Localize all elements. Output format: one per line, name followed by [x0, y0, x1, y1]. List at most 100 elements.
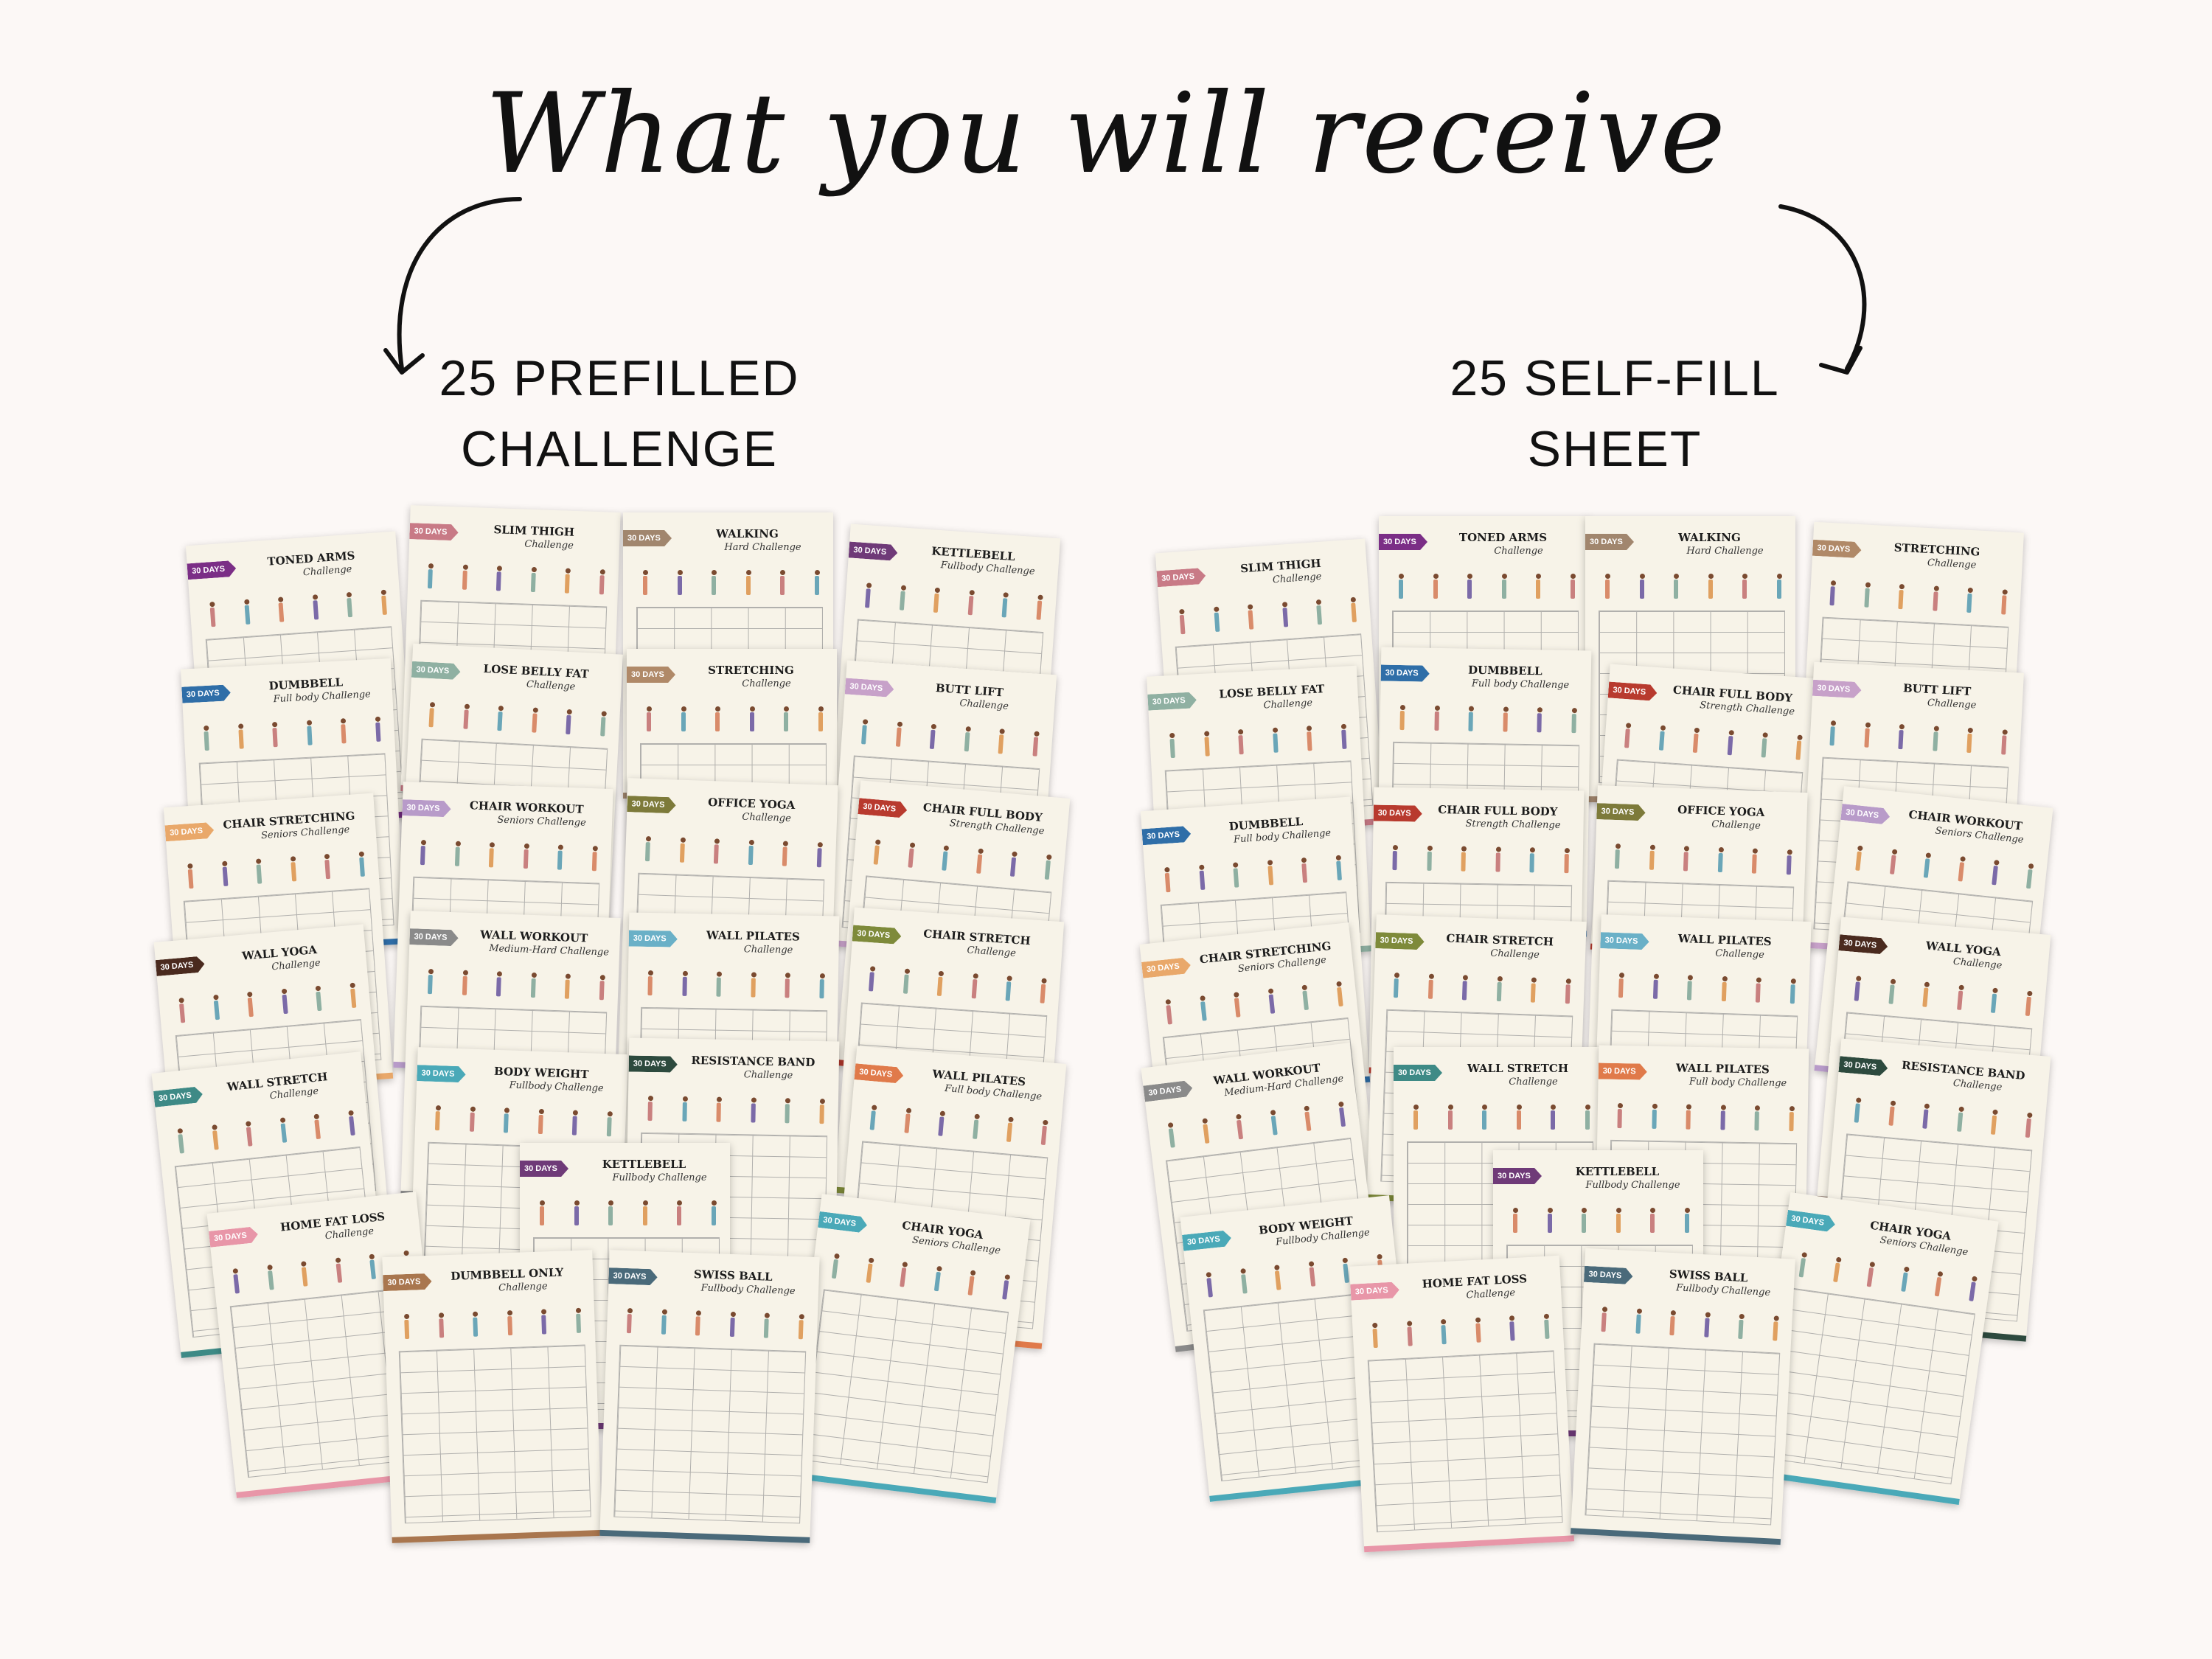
exercise-figure-icon: [817, 973, 827, 998]
exercise-figure-icon: [1583, 1105, 1592, 1130]
exercise-figure-icon: [905, 842, 917, 868]
exercise-figure-icon: [658, 1310, 668, 1335]
exercise-figure-icon: [1238, 1268, 1249, 1294]
self-fill-label-line2: SHEET: [1527, 421, 1703, 477]
sheet-title: SLIM THIGH: [493, 523, 575, 539]
sheet-title: WALKING: [1678, 531, 1741, 544]
exercise-figure-icon: [932, 1265, 944, 1291]
exercise-figure-icon: [966, 1270, 978, 1295]
exercise-figure-icon: [338, 718, 349, 744]
days-tag: 30 DAYS: [818, 1211, 868, 1234]
days-tag: 30 DAYS: [164, 822, 214, 842]
sheet-title: WALL PILATES: [1677, 931, 1772, 949]
exercise-figure-icon: [939, 845, 950, 871]
exercise-figure-icon: [1633, 1308, 1644, 1334]
exercise-figure-icon: [1270, 727, 1281, 753]
exercise-figure-icon: [209, 1124, 220, 1150]
exercise-figure-icon: [312, 1113, 323, 1139]
exercise-figure-icon: [1955, 856, 1966, 882]
exercise-illustrations: [207, 585, 389, 627]
days-tag: 30 DAYS: [1786, 1210, 1836, 1233]
exercise-illustrations: [1827, 716, 2009, 755]
exercise-figure-icon: [1793, 734, 1804, 760]
exercise-figure-icon: [539, 1309, 549, 1334]
exercise-figure-icon: [1200, 1118, 1211, 1144]
exercise-figure-icon: [555, 844, 565, 869]
exercise-figure-icon: [597, 569, 607, 594]
exercise-figure-icon: [1865, 1262, 1877, 1287]
exercise-figure-icon: [505, 1310, 515, 1335]
exercise-figure-icon: [299, 1261, 310, 1287]
days-tag: 30 DAYS: [1374, 805, 1422, 822]
exercise-figure-icon: [521, 844, 531, 869]
exercise-figure-icon: [1638, 574, 1646, 599]
sheet-subtitle: Hard Challenge: [1686, 546, 1764, 557]
exercise-illustrations: [1511, 1203, 1691, 1233]
exercise-figure-icon: [1827, 580, 1837, 606]
exercise-figure-icon: [1495, 976, 1504, 1001]
sheet-subtitle: Challenge: [743, 1069, 793, 1082]
exercise-figure-icon: [1656, 725, 1666, 751]
days-tag: 30 DAYS: [417, 1065, 466, 1082]
exercise-figure-icon: [744, 570, 753, 595]
self-fill-label: 25 SELF-FILL SHEET: [1408, 343, 1821, 484]
exercise-figure-icon: [1334, 981, 1345, 1006]
exercise-figure-icon: [1493, 846, 1503, 872]
exercise-figure-icon: [1439, 1319, 1449, 1345]
days-tag: 30 DAYS: [520, 1161, 568, 1177]
exercise-figure-icon: [1599, 1307, 1609, 1332]
prefilled-label-line2: CHALLENGE: [461, 421, 778, 477]
exercise-figure-icon: [1775, 574, 1784, 599]
exercise-figure-icon: [782, 706, 790, 731]
days-tag: 30 DAYS: [1840, 804, 1891, 825]
exercise-figure-icon: [1300, 984, 1311, 1010]
exercise-illustrations: [175, 1105, 358, 1153]
exercise-figure-icon: [675, 1200, 684, 1225]
exercise-figure-icon: [713, 706, 722, 731]
exercise-figure-icon: [961, 726, 972, 752]
sheet-subtitle: Challenge: [743, 944, 793, 956]
exercise-figure-icon: [1349, 597, 1359, 622]
days-tag: 30 DAYS: [1147, 692, 1197, 710]
exercise-figure-icon: [1545, 1208, 1554, 1233]
sheet-subtitle: Full body Challenge: [1688, 1076, 1787, 1089]
exercise-figure-icon: [1204, 1272, 1215, 1298]
exercise-illustrations: [1599, 1302, 1781, 1341]
days-tag: 30 DAYS: [1812, 540, 1862, 558]
exercise-figure-icon: [570, 1110, 580, 1135]
exercise-figure-icon: [563, 973, 572, 998]
exercise-figure-icon: [1425, 846, 1434, 871]
exercise-figure-icon: [1933, 1271, 1945, 1297]
prefilled-label: 25 PREFILLED CHALLENGE: [413, 343, 826, 484]
exercise-figure-icon: [868, 1105, 879, 1130]
sheet-title: BODY WEIGHT: [493, 1064, 589, 1082]
sheet-subtitle: Challenge: [1494, 546, 1543, 557]
exercise-figure-icon: [367, 1253, 378, 1279]
exercise-figure-icon: [270, 722, 280, 748]
exercise-figure-icon: [1231, 992, 1242, 1018]
days-tag: 30 DAYS: [1838, 1056, 1888, 1077]
exercise-figure-icon: [1460, 975, 1470, 1000]
exercise-figure-icon: [1920, 1103, 1931, 1129]
exercise-figure-icon: [1563, 978, 1573, 1004]
challenge-sheet: 30 DAYS SWISS BALL Fullbody Challenge: [599, 1250, 820, 1543]
exercise-figure-icon: [900, 968, 911, 994]
exercise-figure-icon: [1034, 594, 1044, 620]
exercise-figure-icon: [1272, 1265, 1283, 1290]
exercise-figure-icon: [1966, 1276, 1979, 1301]
exercise-figure-icon: [1037, 978, 1048, 1004]
day-tracker-grid: [802, 1289, 1009, 1484]
days-tag: 30 DAYS: [629, 931, 678, 947]
exercise-figure-icon: [606, 1200, 615, 1225]
exercise-figure-icon: [645, 970, 655, 995]
exercise-illustrations: [1163, 976, 1346, 1024]
exercise-figure-icon: [863, 1257, 875, 1283]
exercise-figure-icon: [1999, 589, 2009, 615]
exercise-figure-icon: [1831, 1256, 1843, 1282]
exercise-illustrations: [1603, 569, 1784, 599]
exercise-figure-icon: [780, 841, 790, 866]
days-tag: 30 DAYS: [409, 928, 459, 946]
exercise-figure-icon: [1039, 1119, 1050, 1145]
exercise-figure-icon: [680, 1096, 689, 1121]
days-tag: 30 DAYS: [627, 796, 676, 813]
